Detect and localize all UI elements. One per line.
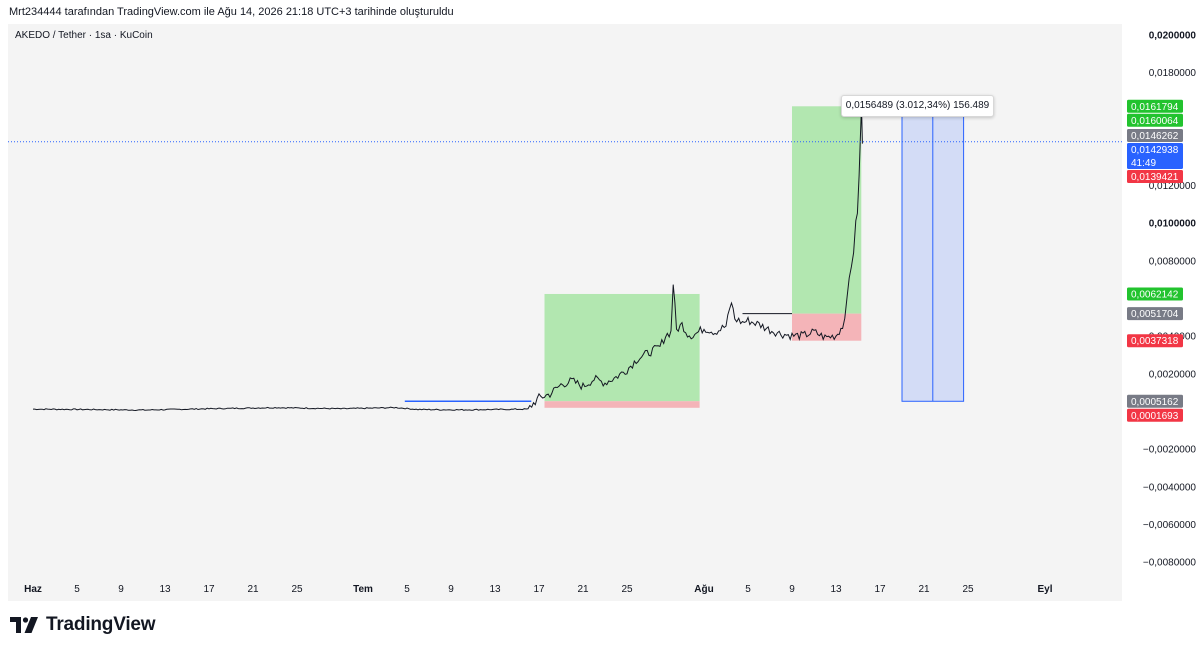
price-series-line: [33, 112, 863, 412]
x-tick-label: 9: [448, 584, 454, 595]
price-badges: 0,0161794 0,0160064 0,0146262 0,0142938 41:4…: [1127, 99, 1183, 422]
price-badge-label: 0,0146262: [1131, 131, 1179, 142]
price-badge: [1127, 334, 1183, 348]
x-tick-label: 5: [745, 584, 751, 595]
tradingview-logo[interactable]: TradingView: [10, 614, 156, 636]
price-badge: [1127, 307, 1183, 321]
price-badge-label: 0,0037318: [1131, 336, 1179, 347]
long-position-july-target-zone[interactable]: [544, 293, 700, 402]
y-tick-label: 0,0200000: [1149, 30, 1197, 41]
time-axis: Haz 5 9 13 17 21 25 Tem 5 9 13 17 21 25 Ağu 5 9 13 17 21 25 E…: [24, 584, 1053, 595]
x-tick-label: 25: [962, 584, 974, 595]
x-tick-label: 13: [489, 584, 501, 595]
y-tick-label: 0,0180000: [1149, 68, 1197, 79]
price-badge-label: 0,0051704: [1131, 309, 1179, 320]
tradingview-logo-icon: [10, 617, 38, 633]
price-badge: [1127, 287, 1183, 301]
x-tick-label: 21: [247, 584, 259, 595]
price-badge-label: 0,0062142: [1131, 289, 1179, 300]
price-badge-label: 0,0139421: [1131, 172, 1179, 183]
x-tick-label: 9: [789, 584, 795, 595]
symbol-label[interactable]: AKEDO / Tether · 1sa · KuCoin: [15, 30, 153, 41]
x-tick-label: 21: [918, 584, 930, 595]
price-badge-label: 0,0142938: [1131, 145, 1179, 156]
x-tick-label: 5: [74, 584, 80, 595]
price-badge: [1127, 170, 1183, 184]
chart-attribution: Mrt234444 tarafından TradingView.com ile…: [9, 6, 454, 18]
x-tick-label: 13: [159, 584, 171, 595]
x-tick-label: 13: [830, 584, 842, 595]
x-tick-label: 25: [291, 584, 303, 595]
measure-tooltip: 0,0156489 (3.012,34%) 156.489: [841, 95, 994, 117]
x-tick-label: 17: [203, 584, 215, 595]
price-badge-label: 0,0001693: [1131, 411, 1179, 422]
y-tick-label: −0,0040000: [1143, 482, 1197, 493]
price-badge: [1127, 99, 1183, 113]
x-tick-label: Eyl: [1037, 584, 1052, 595]
x-tick-label: 25: [621, 584, 633, 595]
x-tick-label: Tem: [353, 584, 373, 595]
price-badge: [1127, 129, 1183, 143]
long-position-august-target-zone[interactable]: [792, 106, 862, 314]
price-badge-label: 0,0161794: [1131, 102, 1179, 113]
price-badge-label: 0,0005162: [1131, 397, 1179, 408]
position-zones: [544, 106, 965, 408]
price-badge: [1127, 143, 1183, 170]
price-badge: [1127, 394, 1183, 408]
tradingview-wordmark: TradingView: [46, 614, 156, 635]
long-position-july-stop-zone[interactable]: [544, 401, 700, 408]
y-tick-label: −0,0060000: [1143, 520, 1197, 531]
y-tick-label: −0,0020000: [1143, 445, 1197, 456]
x-tick-label: 17: [874, 584, 886, 595]
price-badge: [1127, 113, 1183, 127]
x-tick-label: Ağu: [694, 584, 713, 595]
x-tick-label: 17: [533, 584, 545, 595]
x-tick-label: 21: [577, 584, 589, 595]
y-tick-label: 0,0100000: [1149, 219, 1197, 230]
y-tick-label: −0,0080000: [1143, 558, 1197, 569]
y-tick-label: 0,0080000: [1149, 256, 1197, 267]
y-tick-label: 0,0120000: [1149, 181, 1197, 192]
x-tick-label: 5: [404, 584, 410, 595]
price-badge-label: 0,0160064: [1131, 116, 1179, 127]
x-tick-label: 9: [118, 584, 124, 595]
y-tick-label: 0,0020000: [1149, 369, 1197, 380]
price-badge: [1127, 408, 1183, 422]
price-badge-countdown: 41:49: [1131, 158, 1156, 169]
x-tick-label: Haz: [24, 584, 42, 595]
